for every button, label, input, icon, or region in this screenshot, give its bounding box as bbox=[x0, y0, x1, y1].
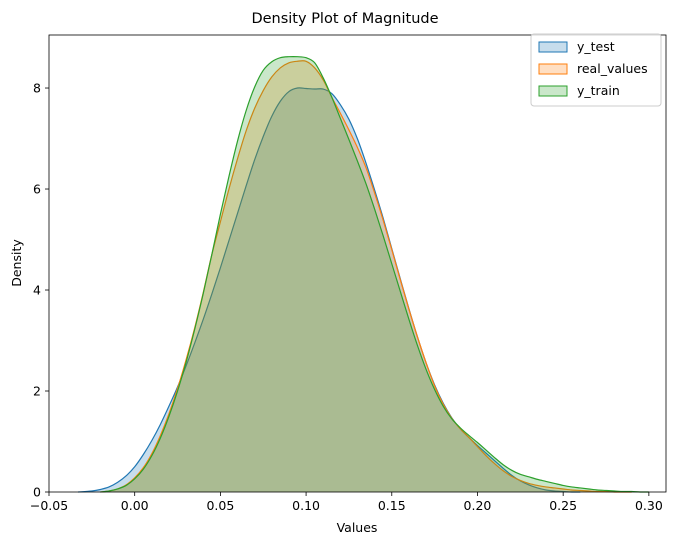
legend-label-y-test: y_test bbox=[577, 39, 615, 54]
x-tick-label: −0.05 bbox=[30, 498, 68, 513]
y-tick-label: 0 bbox=[33, 485, 41, 500]
x-tick-label: 0.10 bbox=[292, 498, 320, 513]
x-tick-label: 0.25 bbox=[549, 498, 577, 513]
y-tick-label: 4 bbox=[33, 283, 41, 298]
y-tick-label: 2 bbox=[33, 384, 41, 399]
x-axis-ticks: −0.05 0.00 0.05 0.10 0.15 0.20 0.25 0.30 bbox=[30, 492, 663, 513]
x-tick-label: 0.15 bbox=[378, 498, 406, 513]
chart-title: Density Plot of Magnitude bbox=[251, 11, 438, 27]
x-tick-label: 0.30 bbox=[635, 498, 663, 513]
x-tick-label: 0.05 bbox=[206, 498, 234, 513]
plot-frame bbox=[48, 34, 667, 493]
legend-swatch-real-values bbox=[538, 63, 568, 75]
x-tick-label: 0.00 bbox=[121, 498, 149, 513]
legend-swatch-y-test bbox=[538, 41, 568, 53]
x-axis-label: Values bbox=[337, 520, 378, 535]
density-line-y-train bbox=[100, 55, 649, 493]
x-tick-label: 0.20 bbox=[464, 498, 492, 513]
series-layer bbox=[78, 55, 649, 493]
legend-label-y-train: y_train bbox=[577, 83, 620, 98]
y-tick-label: 8 bbox=[33, 81, 41, 96]
legend-label-real-values: real_values bbox=[577, 61, 648, 76]
density-area-y-train bbox=[100, 56, 649, 493]
y-axis-label: Density bbox=[9, 239, 24, 287]
legend: y_test real_values y_train bbox=[530, 33, 662, 107]
y-axis-ticks: 0 2 4 6 8 bbox=[33, 81, 49, 500]
density-area-real-values bbox=[100, 60, 632, 493]
density-area-y-test bbox=[78, 87, 581, 493]
y-tick-label: 6 bbox=[33, 182, 41, 197]
legend-swatch-y-train bbox=[538, 85, 568, 97]
density-line-y-test bbox=[78, 87, 581, 493]
